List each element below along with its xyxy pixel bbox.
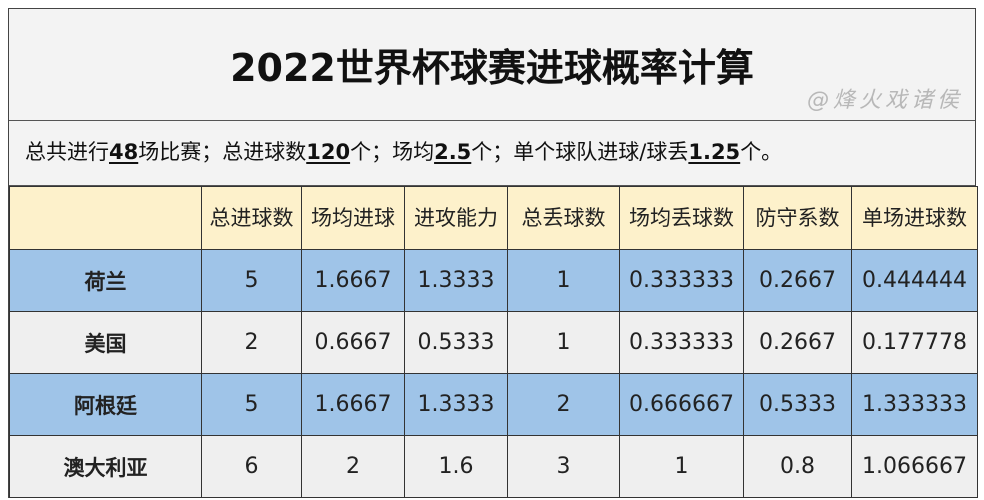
table-row: 澳大利亚 6 2 1.6 3 1 0.8 1.066667: [9, 435, 978, 498]
value-cell: 2: [507, 373, 620, 436]
summary-text: 个；单个球队进球/球丢: [471, 140, 689, 164]
column-header: 单场进球数: [851, 186, 978, 250]
column-header: 总进球数: [201, 186, 302, 250]
value-cell: 0.5333: [743, 373, 852, 436]
team-name-cell: 美国: [9, 311, 202, 374]
value-cell: 0.8: [743, 435, 852, 498]
value-cell: 1.333333: [851, 373, 978, 436]
column-header: 防守系数: [743, 186, 852, 250]
summary-text: 总共进行: [25, 140, 109, 164]
table-row: 阿根廷 5 1.6667 1.3333 2 0.666667 0.5333 1.333333: [9, 373, 978, 436]
probability-table-sheet: 2022世界杯球赛进球概率计算 @烽火戏诸侯 总共进行48场比赛；总进球数120…: [8, 8, 978, 498]
value-cell: 1: [507, 311, 620, 374]
value-cell: 0.5333: [404, 311, 508, 374]
value-cell: 2: [301, 435, 405, 498]
value-cell: 0.333333: [619, 249, 744, 312]
value-cell: 5: [201, 249, 302, 312]
column-header: 场均进球: [301, 186, 405, 250]
value-cell: 1.3333: [404, 373, 508, 436]
page-title: 2022世界杯球赛进球概率计算: [230, 46, 754, 90]
value-cell: 1.6667: [301, 373, 405, 436]
column-header: [9, 186, 202, 250]
table-row: 荷兰 5 1.6667 1.3333 1 0.333333 0.2667 0.444444: [9, 249, 978, 312]
value-cell: 0.2667: [743, 311, 852, 374]
value-cell: 0.666667: [619, 373, 744, 436]
table-row: 美国 2 0.6667 0.5333 1 0.333333 0.2667 0.177778: [9, 311, 978, 374]
value-cell: 3: [507, 435, 620, 498]
summary-text: 个。: [740, 140, 783, 164]
stats-table: 总进球数 场均进球 进攻能力 总丢球数 场均丢球数 防守系数 单场进球数 荷兰 5 1.6667 1…: [9, 186, 978, 498]
value-cell: 0.333333: [619, 311, 744, 374]
summary-text: 个；场均: [350, 140, 435, 164]
value-cell: 1.6: [404, 435, 508, 498]
value-cell: 0.6667: [301, 311, 405, 374]
value-cell: 1.6667: [301, 249, 405, 312]
value-cell: 1.066667: [851, 435, 978, 498]
value-cell: 0.177778: [851, 311, 978, 374]
total-goals: 120: [306, 140, 351, 164]
title-band: 2022世界杯球赛进球概率计算 @烽火戏诸侯: [9, 9, 975, 121]
average-goals: 2.5: [434, 140, 472, 164]
team-name-cell: 阿根廷: [9, 373, 202, 436]
team-name-cell: 澳大利亚: [9, 435, 202, 498]
total-games: 48: [109, 140, 139, 164]
value-cell: 6: [201, 435, 302, 498]
team-average: 1.25: [688, 140, 741, 164]
team-name-cell: 荷兰: [9, 249, 202, 312]
summary-line: 总共进行48场比赛；总进球数120个；场均2.5个；单个球队进球/球丢1.25个…: [9, 121, 975, 186]
value-cell: 0.444444: [851, 249, 978, 312]
column-header: 进攻能力: [404, 186, 508, 250]
value-cell: 0.2667: [743, 249, 852, 312]
header-row: 总进球数 场均进球 进攻能力 总丢球数 场均丢球数 防守系数 单场进球数: [9, 186, 978, 250]
value-cell: 1: [507, 249, 620, 312]
value-cell: 5: [201, 373, 302, 436]
value-cell: 1.3333: [404, 249, 508, 312]
value-cell: 1: [619, 435, 744, 498]
column-header: 场均丢球数: [619, 186, 744, 250]
watermark: @烽火戏诸侯: [806, 88, 963, 113]
value-cell: 2: [201, 311, 302, 374]
summary-text: 场比赛；总进球数: [138, 140, 307, 164]
column-header: 总丢球数: [507, 186, 620, 250]
